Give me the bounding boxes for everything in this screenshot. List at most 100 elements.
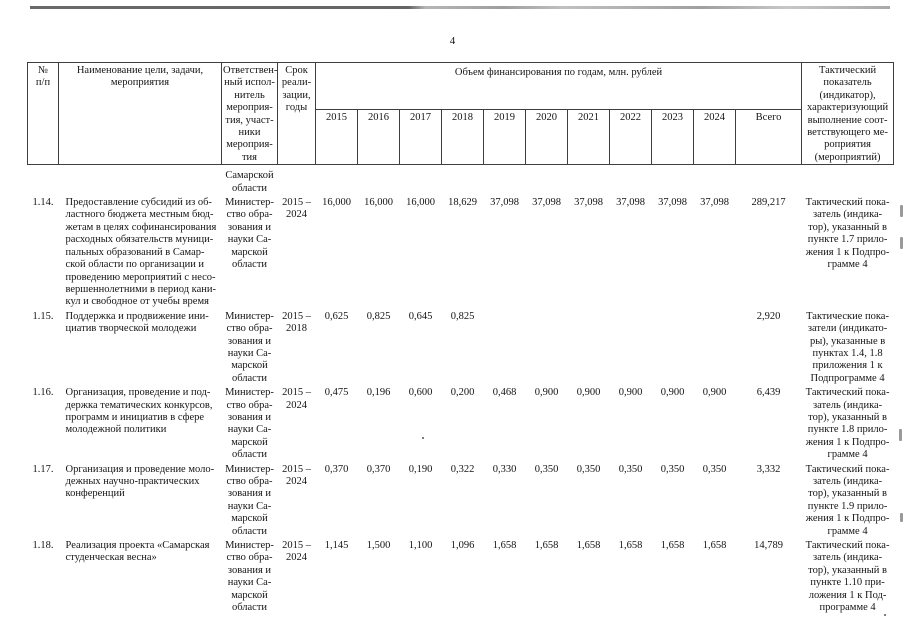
funding-2015: 0,475 (324, 387, 349, 399)
funding-2017: 0,190 (408, 463, 433, 475)
header-year-2015: 2015 (315, 108, 358, 166)
table-row-continuation: Самарской области (28, 165, 894, 195)
page-number: 4 (449, 35, 456, 47)
tactical-indicator: Тактический пока- затель (индика- тор), … (805, 197, 890, 271)
funding-2019 (484, 309, 526, 385)
activity-name: Реализация проекта «Самарская студенческ… (65, 540, 210, 564)
funding-2015: 0,625 (324, 310, 349, 322)
funding-total: 14,789 (754, 540, 783, 552)
scan-artifact-edge-mark (900, 205, 903, 217)
funding-2021: 0,350 (576, 463, 601, 475)
row-number: 1.16. (32, 387, 54, 399)
funding-2019 (484, 165, 526, 195)
funding-table: № п/п Наименование цели, задачи, меропри… (27, 61, 895, 614)
scan-artifact-edge-mark (899, 429, 902, 441)
responsible-executor: Министер- ство обра- зования и науки Са-… (225, 387, 274, 461)
funding-2023: 1,658 (660, 540, 685, 552)
funding-2019: 37,098 (490, 197, 519, 209)
funding-2020: 1,658 (534, 540, 559, 552)
funding-2021 (568, 165, 610, 195)
funding-2020: 37,098 (532, 197, 561, 209)
funding-2019: 0,468 (492, 387, 517, 399)
header-year-2018: 2018 (441, 108, 484, 166)
funding-2021: 1,658 (576, 540, 601, 552)
funding-2015 (316, 165, 358, 195)
header-implementation-term: Срок реали- зации, годы (277, 61, 316, 166)
funding-2018: 0,825 (450, 310, 475, 322)
funding-2022: 0,900 (618, 387, 643, 399)
activity-name (59, 165, 222, 195)
header-year-2020: 2020 (525, 108, 568, 166)
funding-2016: 0,370 (366, 463, 391, 475)
funding-2019: 0,330 (492, 463, 517, 475)
funding-2023 (652, 165, 694, 195)
funding-2016: 16,000 (364, 197, 393, 209)
funding-2021: 0,900 (576, 387, 601, 399)
funding-2016: 0,825 (366, 310, 391, 322)
funding-2023 (652, 309, 694, 385)
table-row: 1.15. Поддержка и продвижение ини- циатив… (28, 309, 894, 385)
funding-2020 (526, 165, 568, 195)
responsible-executor: Самарской области (225, 170, 274, 194)
funding-2022 (610, 165, 652, 195)
header-total: Всего (734, 108, 803, 166)
header-responsible-executor: Ответствен- ный испол- нитель мероприя- … (221, 61, 278, 166)
funding-2018 (442, 165, 484, 195)
responsible-executor: Министер- ство обра- зования и науки Са-… (225, 197, 274, 271)
implementation-term: 2015 – 2024 (282, 540, 311, 564)
activity-name: Организация, проведение и под- держка те… (65, 387, 213, 436)
table-row: 1.17. Организация и проведение моло- дежн… (28, 462, 894, 538)
header-year-2017: 2017 (399, 108, 442, 166)
funding-total: 2,920 (756, 310, 781, 322)
funding-2017: 1,100 (408, 540, 433, 552)
funding-2024: 0,900 (702, 387, 727, 399)
implementation-term: 2015 – 2024 (282, 197, 311, 221)
tactical-indicator: Тактический пока- затель (индика- тор), … (805, 463, 890, 537)
funding-2017 (400, 165, 442, 195)
header-year-2021: 2021 (567, 108, 610, 166)
funding-2024: 37,098 (700, 197, 729, 209)
funding-total: 3,332 (756, 463, 781, 475)
table-row: 1.14. Предоставление субсидий из об- ласт… (28, 195, 894, 309)
header-year-2023: 2023 (651, 108, 694, 166)
scan-artifact-edge-mark (900, 237, 903, 249)
funding-2018: 18,629 (448, 197, 477, 209)
funding-2019: 1,658 (492, 540, 517, 552)
funding-2020 (526, 309, 568, 385)
scan-artifact-speck (884, 614, 886, 616)
activity-name: Поддержка и продвижение ини- циатив твор… (65, 310, 209, 335)
funding-2022 (610, 309, 652, 385)
header-year-2024: 2024 (693, 108, 736, 166)
funding-total: 6,439 (756, 387, 781, 399)
funding-total: 289,217 (751, 197, 786, 209)
funding-2017: 0,645 (408, 310, 433, 322)
funding-2022: 0,350 (618, 463, 643, 475)
funding-2015: 16,000 (322, 197, 351, 209)
funding-2018: 1,096 (450, 540, 475, 552)
implementation-term: 2015 – 2018 (282, 310, 311, 335)
scan-artifact-edge-mark (900, 513, 903, 522)
funding-2015: 1,145 (324, 540, 349, 552)
scan-artifact-speck (422, 437, 424, 439)
header-tactical-indicator: Тактический показатель (индикатор), хара… (801, 61, 895, 166)
activity-name: Организация и проведение моло- дежных на… (65, 463, 215, 500)
tactical-indicator (802, 165, 894, 195)
activity-name: Предоставление субсидий из об- ластного … (65, 197, 217, 308)
funding-2023: 37,098 (658, 197, 687, 209)
funding-2022: 37,098 (616, 197, 645, 209)
funding-2024: 0,350 (702, 463, 727, 475)
implementation-term: 2015 – 2024 (282, 463, 311, 487)
funding-2020: 0,350 (534, 463, 559, 475)
funding-2021 (568, 309, 610, 385)
funding-2017: 0,600 (408, 387, 433, 399)
row-number: 1.18. (32, 540, 54, 552)
funding-2017: 16,000 (406, 197, 435, 209)
responsible-executor: Министер- ство обра- зования и науки Са-… (225, 463, 274, 537)
funding-2023: 0,350 (660, 463, 685, 475)
header-year-2022: 2022 (609, 108, 652, 166)
funding-2015: 0,370 (324, 463, 349, 475)
table-row: 1.16. Организация, проведение и под- держ… (28, 385, 894, 461)
row-number: 1.15. (32, 310, 54, 322)
row-number: 1.14. (32, 197, 54, 209)
